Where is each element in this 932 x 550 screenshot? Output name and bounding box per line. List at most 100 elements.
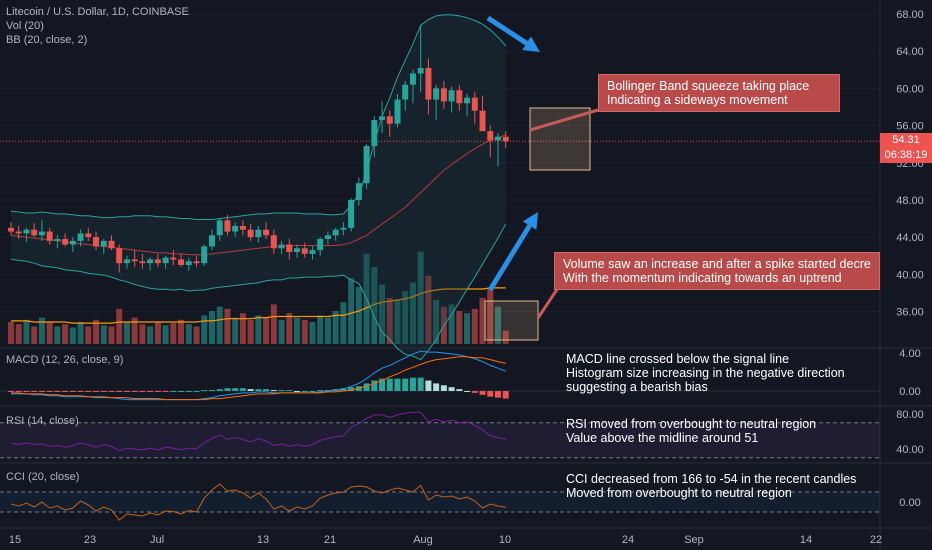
bb-upper-line <box>10 14 507 220</box>
rsi-legend[interactable]: RSI (14, close) <box>6 415 79 427</box>
candle-body <box>224 220 231 232</box>
candle-body <box>348 199 355 228</box>
macd-line <box>11 350 506 401</box>
macd-histogram-bar <box>154 391 161 392</box>
macd-histogram-bar <box>93 391 100 392</box>
volume-bar <box>355 286 362 344</box>
macd-histogram-bar <box>379 378 386 391</box>
bb-legend[interactable]: BB (20, close, 2) <box>6 34 88 46</box>
volume-bar <box>340 302 347 344</box>
macd-histogram-bar <box>8 391 14 392</box>
candle-body <box>62 238 69 245</box>
rsi-band <box>0 422 880 458</box>
note-line: CCI decreased from 166 to -54 in the rec… <box>566 472 857 486</box>
macd-histogram-bar <box>224 388 231 391</box>
candle-body <box>247 229 254 238</box>
volume-bar <box>417 251 424 344</box>
macd-histogram-bar <box>487 391 494 397</box>
cci-legend[interactable]: CCI (20, close) <box>6 471 80 483</box>
candle-body <box>278 244 285 249</box>
macd-histogram-bar <box>494 391 501 398</box>
candle-body <box>85 233 92 238</box>
candle-body <box>487 131 494 141</box>
macd-histogram-bar <box>23 391 30 392</box>
macd-histogram-bar <box>448 387 455 391</box>
macd-signal-line <box>11 356 506 401</box>
macd-histogram-bar <box>147 391 154 392</box>
candle-body <box>154 259 161 264</box>
volume-bar <box>54 326 61 344</box>
macd-histogram-bar <box>348 387 355 391</box>
volume-bar <box>31 326 38 344</box>
candle-body <box>15 231 22 234</box>
macd-histogram-bar <box>193 391 200 392</box>
rsi-note: RSI moved from overbought to neutral reg… <box>566 417 816 445</box>
date-tick-label: 15 <box>9 534 21 546</box>
volume-bar <box>270 304 277 344</box>
candle-body <box>471 97 478 111</box>
volume-bar <box>433 300 440 344</box>
candle-body <box>371 119 378 147</box>
candle-body <box>464 97 471 104</box>
rsi-line <box>10 411 506 452</box>
cci-tick-label: 0.00 <box>899 497 920 509</box>
volume-bar <box>309 322 316 344</box>
macd-histogram-bar <box>170 391 177 392</box>
volume-bar <box>294 317 301 344</box>
candle-body <box>255 229 262 238</box>
volume-bar <box>425 275 432 344</box>
price-tick-label: 40.00 <box>896 269 924 281</box>
date-tick-label: 13 <box>257 534 269 546</box>
macd-histogram-bar <box>201 390 208 392</box>
macd-histogram-bar <box>85 391 92 392</box>
macd-histogram-bar <box>394 378 401 391</box>
volume-bar <box>239 313 246 344</box>
bb-squeeze-callout[interactable]: Bollinger Band squeeze taking place Indi… <box>598 74 840 112</box>
volume-bar <box>170 323 177 344</box>
candle-body <box>147 259 154 264</box>
bb-lower-line <box>10 223 507 361</box>
rsi-tick-label: 40.00 <box>896 444 924 456</box>
candle-body <box>38 231 45 236</box>
volume-bar <box>301 319 308 344</box>
macd-histogram-bar <box>54 391 61 392</box>
candle-body <box>394 99 401 124</box>
cci-note: CCI decreased from 166 to -54 in the rec… <box>566 472 856 500</box>
macd-histogram-bar <box>440 385 447 391</box>
volume-bar <box>116 308 123 344</box>
cci-line <box>10 483 506 521</box>
candle-body <box>116 248 123 264</box>
candle-body <box>239 225 246 230</box>
volume-bar <box>286 313 293 344</box>
candle-body <box>201 246 208 264</box>
note-line: suggesting a bearish bias <box>566 380 708 394</box>
candle-body <box>100 240 107 247</box>
macd-histogram-bar <box>301 391 308 392</box>
macd-histogram-bar <box>255 389 262 391</box>
candle-body <box>178 259 185 266</box>
volume-bar <box>394 300 401 344</box>
volume-callout[interactable]: Volume saw an increase and after a spike… <box>554 252 880 290</box>
candle-body <box>301 248 308 254</box>
cci-band <box>0 492 880 512</box>
macd-histogram-bar <box>371 380 378 391</box>
candle-body <box>108 240 115 249</box>
note-line: RSI moved from overbought to neutral reg… <box>566 417 817 431</box>
macd-histogram-bar <box>15 391 22 392</box>
volume-legend[interactable]: Vol (20) <box>6 20 44 32</box>
volume-bar <box>263 317 270 344</box>
volume-bar <box>131 317 138 344</box>
macd-histogram-bar <box>62 391 69 392</box>
volume-bar <box>371 267 378 344</box>
macd-histogram-bar <box>162 391 169 392</box>
macd-histogram-bar <box>409 377 416 391</box>
macd-legend[interactable]: MACD (12, 26, close, 9) <box>6 354 124 366</box>
volume-bar <box>247 319 254 344</box>
macd-histogram-bar <box>31 391 38 392</box>
bb-callout-connector <box>529 108 599 132</box>
last-price-tag: 54.31 <box>880 133 932 148</box>
macd-histogram-bar <box>386 378 393 391</box>
macd-histogram-bar <box>456 389 463 391</box>
symbol-title[interactable]: Litecoin / U.S. Dollar, 1D, COINBASE <box>6 6 189 18</box>
lower-band-arrow-head <box>522 212 538 230</box>
